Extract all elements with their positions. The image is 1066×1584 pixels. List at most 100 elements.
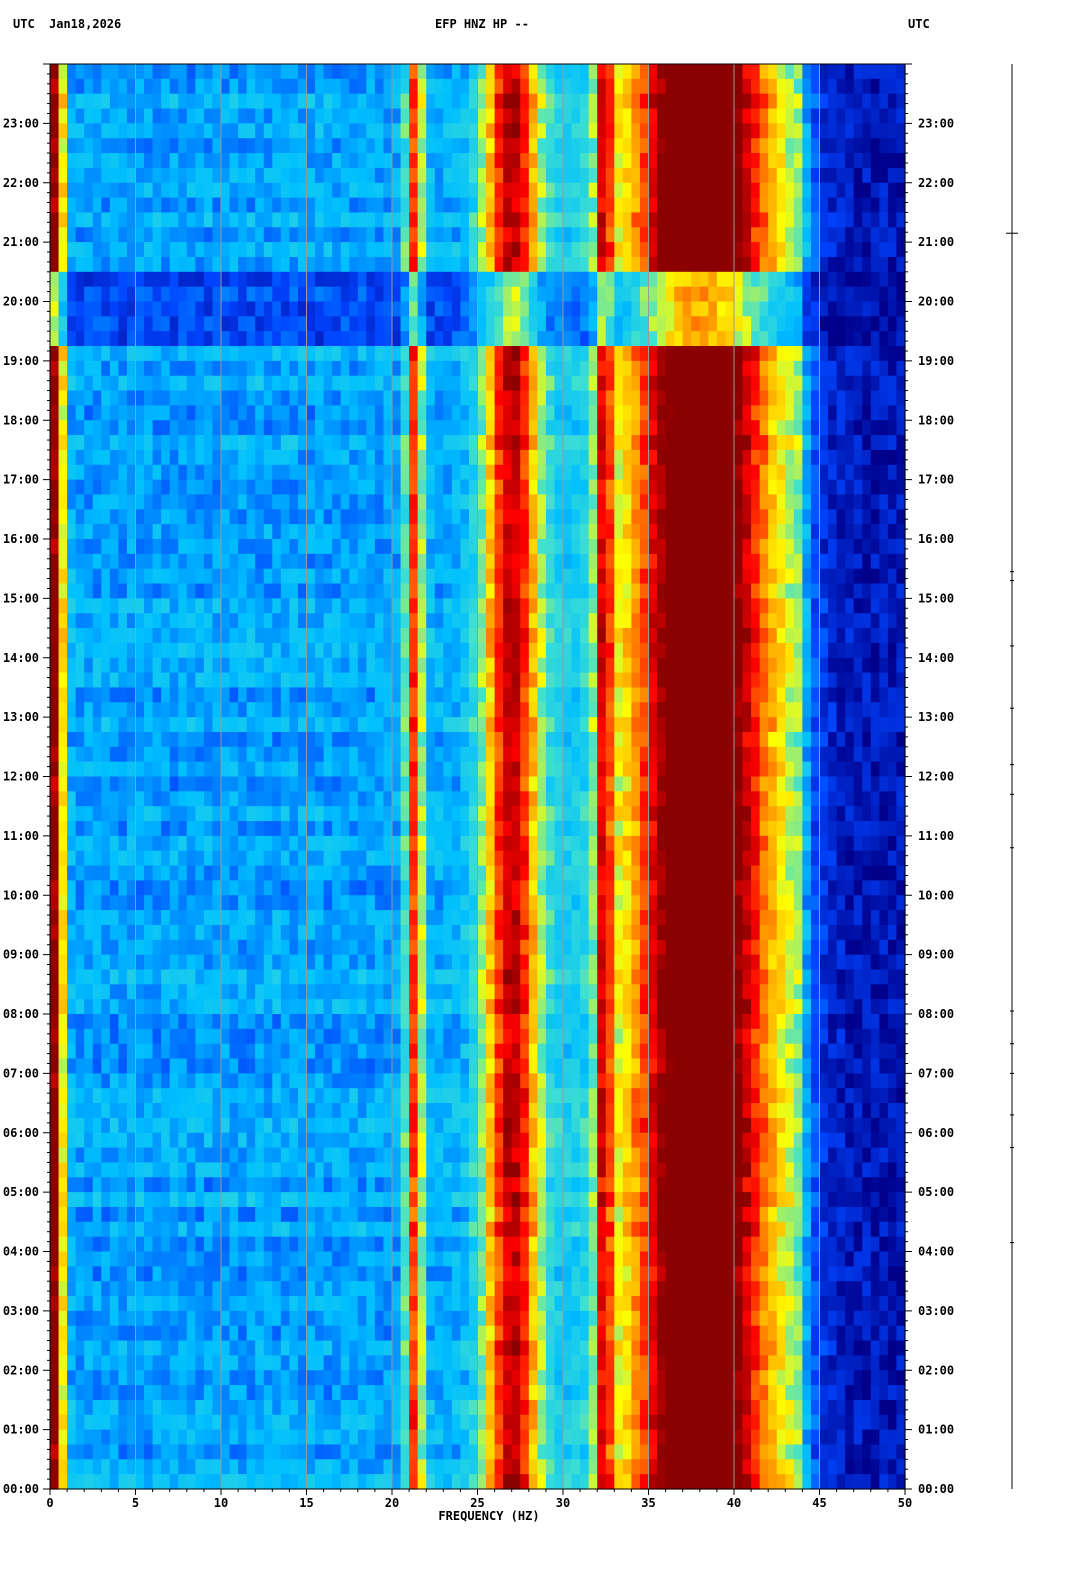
heatmap-cell xyxy=(280,628,290,644)
heatmap-cell xyxy=(212,464,222,481)
heatmap-cell xyxy=(246,583,256,599)
heatmap-cell xyxy=(212,524,222,540)
heatmap-cell xyxy=(605,746,615,763)
heatmap-cell xyxy=(144,375,154,392)
heatmap-cell xyxy=(340,479,350,496)
heatmap-cell xyxy=(639,360,650,377)
heatmap-cell xyxy=(366,286,376,303)
heatmap-cell xyxy=(896,93,906,110)
heatmap-cell xyxy=(785,346,795,362)
heatmap-cell xyxy=(742,524,752,540)
heatmap-cell xyxy=(853,449,863,466)
heatmap-cell xyxy=(759,360,769,377)
heatmap-cell xyxy=(178,331,188,347)
heatmap-cell xyxy=(349,331,359,347)
heatmap-cell xyxy=(862,64,872,80)
heatmap-cell xyxy=(639,242,650,258)
heatmap-cell xyxy=(417,672,427,689)
heatmap-cell xyxy=(810,346,821,362)
heatmap-cell xyxy=(357,405,367,421)
heatmap-cell xyxy=(84,687,94,703)
heatmap-cell xyxy=(887,435,898,451)
heatmap-cell xyxy=(297,628,308,644)
heatmap-cell xyxy=(451,657,461,674)
heatmap-cell xyxy=(571,568,581,585)
heatmap-cell xyxy=(708,212,718,228)
heatmap-cell xyxy=(810,717,821,733)
heatmap-cell xyxy=(571,524,581,540)
heatmap-cell xyxy=(340,167,350,184)
heatmap-cell xyxy=(896,449,906,466)
heatmap-cell xyxy=(392,197,402,214)
heatmap-cell xyxy=(246,509,256,525)
heatmap-cell xyxy=(101,657,111,674)
heatmap-cell xyxy=(870,227,880,243)
heatmap-cell xyxy=(511,687,521,703)
heatmap-cell xyxy=(383,123,393,139)
heatmap-cell xyxy=(195,167,205,184)
heatmap-cell xyxy=(417,449,427,466)
heatmap-cell xyxy=(195,657,205,674)
heatmap-cell xyxy=(571,509,581,525)
heatmap-cell xyxy=(528,494,538,510)
heatmap-cell xyxy=(135,360,145,377)
heatmap-cell xyxy=(58,271,68,288)
heatmap-cell xyxy=(708,761,718,778)
heatmap-cell xyxy=(374,212,385,228)
heatmap-cell xyxy=(537,167,547,184)
heatmap-cell xyxy=(238,346,248,362)
heatmap-cell xyxy=(289,791,299,807)
heatmap-cell xyxy=(306,78,316,95)
heatmap-cell xyxy=(443,138,453,154)
heatmap-cell xyxy=(255,331,265,347)
heatmap-cell xyxy=(793,553,803,570)
heatmap-cell xyxy=(50,271,60,288)
heatmap-cell xyxy=(563,78,573,95)
heatmap-cell xyxy=(144,435,154,451)
heatmap-cell xyxy=(349,360,359,377)
heatmap-cell xyxy=(229,598,239,614)
heatmap-cell xyxy=(92,138,102,154)
heatmap-cell xyxy=(699,628,709,644)
heatmap-cell xyxy=(520,731,530,748)
heatmap-cell xyxy=(691,539,701,555)
heatmap-cell xyxy=(494,568,504,585)
heatmap-cell xyxy=(374,405,385,421)
heatmap-cell xyxy=(725,212,735,228)
heatmap-cell xyxy=(203,568,214,585)
heatmap-cell xyxy=(580,182,590,199)
heatmap-cell xyxy=(862,182,872,199)
heatmap-cell xyxy=(845,242,855,258)
heatmap-cell xyxy=(639,227,650,243)
heatmap-cell xyxy=(229,657,239,674)
heatmap-cell xyxy=(665,524,675,540)
heatmap-cell xyxy=(340,464,350,481)
heatmap-cell xyxy=(460,598,470,614)
heatmap-cell xyxy=(229,761,239,778)
heatmap-cell xyxy=(280,776,290,792)
heatmap-cell xyxy=(528,687,538,703)
heatmap-cell xyxy=(332,286,342,303)
heatmap-cell xyxy=(520,153,530,169)
heatmap-cell xyxy=(118,93,128,110)
heatmap-cell xyxy=(229,791,239,807)
heatmap-cell xyxy=(306,93,316,110)
heatmap-cell xyxy=(340,316,350,332)
heatmap-cell xyxy=(246,687,256,703)
heatmap-cell xyxy=(84,78,94,95)
heatmap-cell xyxy=(691,153,701,169)
heatmap-cell xyxy=(255,197,265,214)
heatmap-cell xyxy=(332,78,342,95)
heatmap-cell xyxy=(845,138,855,154)
heatmap-cell xyxy=(212,420,222,436)
heatmap-cell xyxy=(563,568,573,585)
heatmap-cell xyxy=(280,657,290,674)
heatmap-cell xyxy=(212,479,222,496)
heatmap-cell xyxy=(631,64,641,80)
heatmap-cell xyxy=(828,509,838,525)
heatmap-cell xyxy=(374,316,385,332)
heatmap-cell xyxy=(118,731,128,748)
heatmap-cell xyxy=(563,212,573,228)
heatmap-cell xyxy=(597,657,607,674)
heatmap-cell xyxy=(665,702,675,718)
